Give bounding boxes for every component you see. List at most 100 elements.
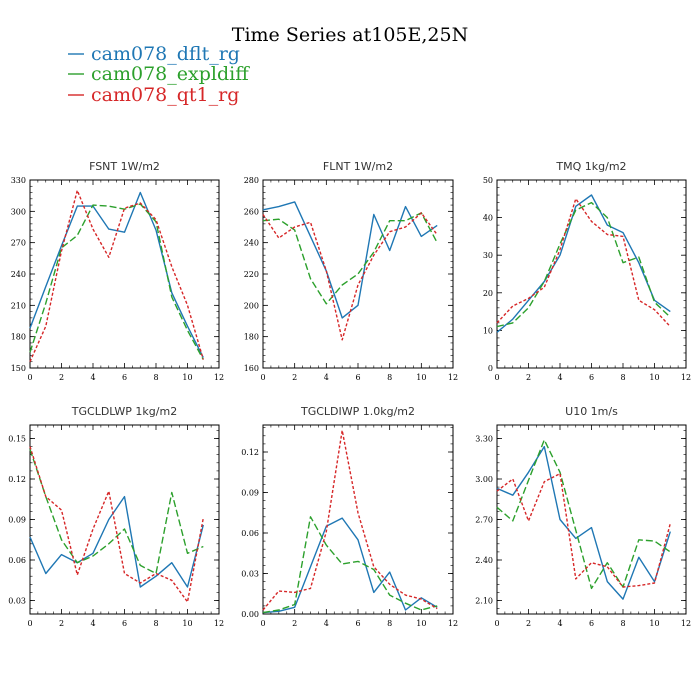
y-tick-label: 330 <box>11 176 26 185</box>
x-tick-label: 8 <box>620 619 625 628</box>
x-tick-label: 6 <box>355 619 360 628</box>
y-tick-label: 2.40 <box>475 556 493 565</box>
series-line-cam078_qt1_rg <box>496 472 671 588</box>
y-tick-label: 10 <box>483 326 493 335</box>
x-tick-label: 12 <box>214 373 224 382</box>
x-tick-label: 10 <box>649 619 659 628</box>
x-tick-label: 2 <box>59 619 64 628</box>
legend: cam078_dflt_rg cam078_expldiff cam078_qt… <box>68 43 250 106</box>
chart-panel-0: FSNT 1W/m2 0 2 4 6 8 10 12 150 180 210 240 270 300 330 <box>11 160 224 382</box>
x-tick-label: 0 <box>260 373 265 382</box>
series-line-cam078_expldiff <box>29 203 204 360</box>
x-tick-label: 12 <box>681 619 691 628</box>
chart-panel-1: FLNT 1W/m2 0 2 4 6 8 10 12 160 180 200 220 240 260 280 <box>244 160 458 382</box>
x-tick-label: 8 <box>153 619 158 628</box>
x-tick-label: 6 <box>589 619 594 628</box>
x-tick-label: 2 <box>59 373 64 382</box>
panel-title: FSNT 1W/m2 <box>89 160 160 173</box>
panel-title: U10 1m/s <box>565 405 618 418</box>
legend-entry: cam078_dflt_rg <box>68 43 240 65</box>
series-line-cam078_dflt_rg <box>496 194 671 333</box>
plot-frame <box>29 179 220 369</box>
series-line-cam078_expldiff <box>496 201 671 328</box>
x-tick-label: 12 <box>681 373 691 382</box>
x-tick-label: 4 <box>324 619 329 628</box>
x-tick-label: 0 <box>27 373 32 382</box>
chart-panel-2: TMQ 1kg/m2 0 2 4 6 8 10 12 0 10 20 30 40 50 <box>483 160 691 382</box>
x-tick-label: 4 <box>557 619 562 628</box>
plot-frame <box>496 179 687 369</box>
figure-title: Time Series at105E,25N <box>232 24 468 46</box>
x-tick-label: 0 <box>27 619 32 628</box>
x-tick-label: 4 <box>90 619 95 628</box>
x-tick-label: 4 <box>90 373 95 382</box>
y-tick-label: 30 <box>483 251 493 260</box>
series-line-cam078_dflt_rg <box>262 517 438 614</box>
panels: FSNT 1W/m20 2 4 6 8 10 12150180210240270300330… <box>8 160 691 628</box>
y-tick-label: 3.30 <box>475 435 493 444</box>
x-tick-label: 12 <box>214 619 224 628</box>
x-tick-label: 0 <box>494 373 499 382</box>
x-tick-label: 10 <box>182 619 192 628</box>
y-tick-label: 150 <box>11 364 26 373</box>
legend-entry: cam078_expldiff <box>68 63 250 85</box>
y-tick-label: 240 <box>11 270 26 279</box>
y-tick-label: 240 <box>244 239 259 248</box>
x-tick-label: 2 <box>526 619 531 628</box>
y-tick-label: 160 <box>244 364 259 373</box>
legend-entry: cam078_qt1_rg <box>68 84 239 106</box>
chart-panel-5: U10 1m/s 0 2 4 6 8 10 12 2.10 2.40 2.70 3.00 3.30 <box>475 405 691 628</box>
x-tick-label: 8 <box>620 373 625 382</box>
y-tick-label: 2.10 <box>475 597 493 606</box>
y-tick-label: 180 <box>11 333 26 342</box>
series-line-cam078_expldiff <box>262 212 438 305</box>
y-tick-label: 220 <box>244 270 259 279</box>
y-tick-label: 270 <box>11 239 26 248</box>
series-line-cam078_qt1_rg <box>29 446 204 603</box>
panel-title: FLNT 1W/m2 <box>323 160 393 173</box>
x-tick-label: 6 <box>122 373 127 382</box>
x-tick-label: 8 <box>387 619 392 628</box>
x-tick-label: 10 <box>416 373 426 382</box>
legend-label-dflt: cam078_dflt_rg <box>91 43 240 65</box>
y-tick-label: 260 <box>244 207 259 216</box>
y-tick-label: 0.00 <box>241 610 259 619</box>
y-tick-label: 0.12 <box>8 475 26 484</box>
y-tick-label: 0.03 <box>8 597 26 606</box>
x-tick-label: 8 <box>387 373 392 382</box>
x-tick-label: 2 <box>292 373 297 382</box>
chart-panel-3: TGCLDLWP 1kg/m2 0 2 4 6 8 10 12 0.03 0.06 0.09 0.12… <box>8 405 224 628</box>
series-line-cam078_dflt_rg <box>262 201 438 319</box>
x-tick-label: 0 <box>260 619 265 628</box>
y-tick-label: 180 <box>244 333 259 342</box>
series-line-cam078_qt1_rg <box>262 429 438 611</box>
panel-title: TGCLDLWP 1kg/m2 <box>71 405 177 418</box>
x-tick-label: 6 <box>589 373 594 382</box>
y-tick-label: 300 <box>11 207 26 216</box>
y-tick-label: 0.06 <box>241 529 259 538</box>
y-tick-label: 2.70 <box>475 516 493 525</box>
x-tick-label: 8 <box>153 373 158 382</box>
x-tick-label: 10 <box>182 373 192 382</box>
y-tick-label: 0.06 <box>8 556 26 565</box>
x-tick-label: 4 <box>557 373 562 382</box>
panel-title: TMQ 1kg/m2 <box>555 160 626 173</box>
x-tick-label: 0 <box>494 619 499 628</box>
y-tick-label: 0.12 <box>241 448 259 457</box>
plot-frame <box>262 179 454 369</box>
x-tick-label: 4 <box>324 373 329 382</box>
x-tick-label: 2 <box>526 373 531 382</box>
series-line-cam078_dflt_rg <box>496 445 671 600</box>
y-tick-label: 0.03 <box>241 570 259 579</box>
series-line-cam078_qt1_rg <box>29 189 204 362</box>
chart-panel-4: TGCLDIWP 1.0kg/m2 0 2 4 6 8 10 12 0.00 0.03 0.06 0.… <box>241 405 458 628</box>
legend-label-expldiff: cam078_expldiff <box>91 63 250 85</box>
series-line-cam078_qt1_rg <box>496 198 671 328</box>
y-tick-label: 210 <box>11 301 26 310</box>
x-tick-label: 12 <box>448 619 458 628</box>
y-tick-label: 0.15 <box>8 435 26 444</box>
series-line-cam078_expldiff <box>29 449 204 575</box>
y-tick-label: 50 <box>483 176 493 185</box>
y-tick-label: 40 <box>483 214 493 223</box>
